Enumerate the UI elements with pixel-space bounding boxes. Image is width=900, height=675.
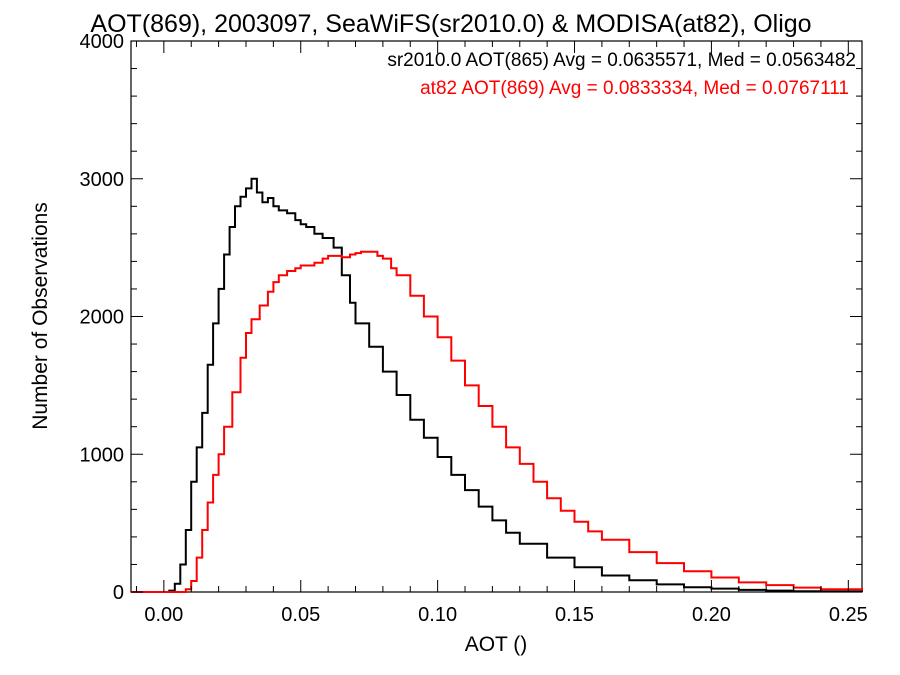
stats-label-at82: at82 AOT(869) Avg = 0.0833334, Med = 0.0… [420,78,849,99]
x-tick-label: 0.20 [692,604,731,626]
ticks-layer: 0.00 0.05 0.10 0.15 0.20 0.25 0 1000 2000 3000 400… [80,31,868,626]
series-layer [131,177,863,593]
chart-title: AOT(869), 2003097, SeaWiFS(sr2010.0) & M… [90,10,811,38]
x-tick-label: 0.10 [418,604,457,626]
y-tick-label: 0 [113,582,124,604]
y-tick-label: 2000 [80,307,125,329]
x-tick-label: 0.05 [281,604,320,626]
y-tick-label: 4000 [80,31,125,53]
series-line-1 [131,250,863,593]
y-tick-label: 1000 [80,444,125,466]
series-line-0 [131,177,863,593]
y-axis-title: Number of Observations [29,202,52,430]
plot-border [130,40,863,593]
y-tick-label: 3000 [80,169,125,191]
x-tick-label: 0.00 [144,604,183,626]
plot-frame [130,40,863,593]
stats-label-sr2010: sr2010.0 AOT(865) Avg = 0.0635571, Med =… [387,50,856,71]
x-tick-label: 0.15 [555,604,594,626]
x-tick-label: 0.25 [829,604,868,626]
x-axis-title: AOT () [465,633,528,656]
